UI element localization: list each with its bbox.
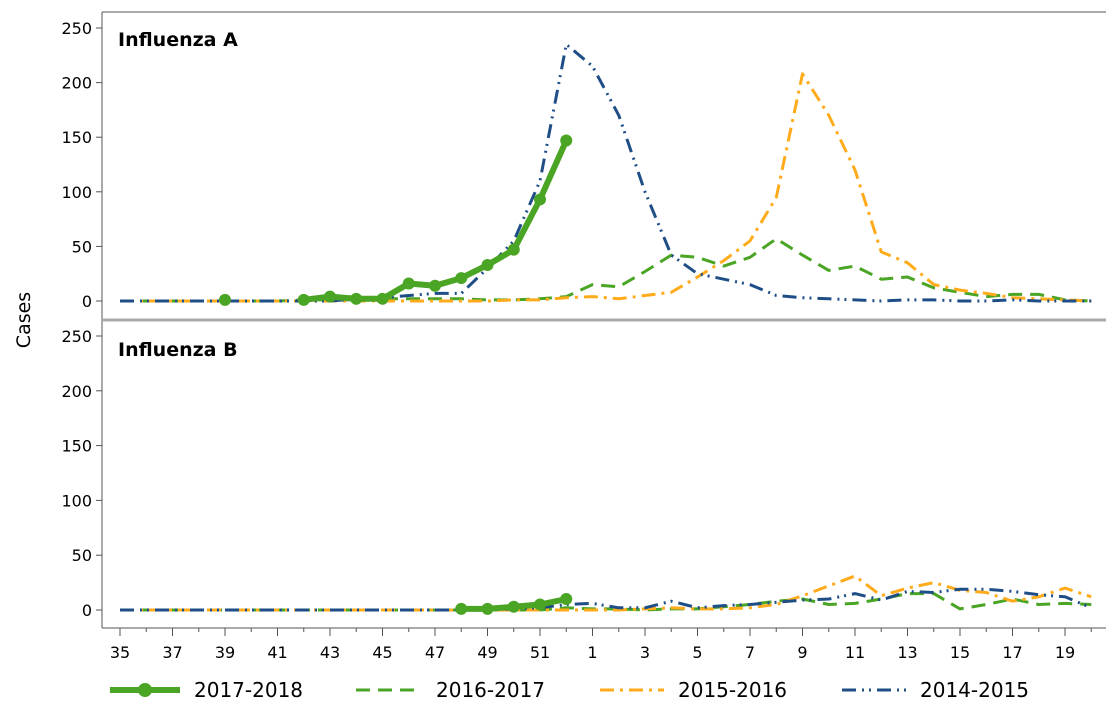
data-point-2017-2018 [455,272,468,285]
panel-title: Influenza B [118,339,238,361]
x-tick-label: 11 [845,643,865,662]
data-point-2017-2018 [297,293,310,306]
legend-label-2014-2015: 2014-2015 [920,678,1029,702]
y-tick-label: 50 [72,546,92,565]
data-point-2017-2018 [455,602,468,615]
legend-label-2017-2018: 2017-2018 [194,678,303,702]
series-line-2014-2015-panel-1 [120,42,1092,303]
data-point-2017-2018 [560,593,573,606]
x-tick-label: 19 [1055,643,1075,662]
data-point-2017-2018 [350,292,363,305]
x-tick-label: 35 [110,643,130,662]
x-tick-label: 9 [797,643,807,662]
series-line-2015-2016-panel-1 [120,72,1092,303]
panel-titles: Cases Influenza A Influenza B [13,29,238,361]
panel-title: Influenza A [118,29,238,51]
data-point-2017-2018 [376,292,389,305]
x-tick-label: 39 [215,643,235,662]
data-point-2017-2018 [402,277,415,290]
y-axis-title: Cases [13,292,35,348]
y-tick-label: 0 [82,292,92,311]
data-point-2017-2018 [481,602,494,615]
x-tick-label: 3 [640,643,650,662]
y-tick-label: 100 [61,183,92,202]
series-line-2017-2018-panel-1 [303,139,570,303]
y-tick-label: 0 [82,601,92,620]
legend-label-2016-2017: 2016-2017 [436,678,545,702]
y-tick-label: 200 [61,74,92,93]
chart-frame [96,11,1106,636]
y-tick-label: 150 [61,437,92,456]
legend: 2017-2018 2016-2017 2015-2016 2014-2015 [110,678,1029,702]
data-point-2017-2018 [481,258,494,271]
y-tick-label: 150 [61,128,92,147]
series-line-2015-2016-panel-2 [120,574,1092,612]
legend-marker-2017-2018 [138,683,152,697]
y-tick-label: 250 [61,327,92,346]
x-tick-label: 15 [950,643,970,662]
x-tick-label: 47 [425,643,445,662]
series-line-2016-2017-panel-1 [120,237,1092,303]
x-tick-label: 51 [530,643,550,662]
legend-label-2015-2016: 2015-2016 [678,678,787,702]
x-tick-label: 43 [320,643,340,662]
y-tick-label: 250 [61,19,92,38]
x-tick-label: 37 [162,643,182,662]
series-line-2016-2017-panel-2 [120,592,1092,612]
data-point-2017-2018 [534,598,546,611]
y-tick-label: 50 [72,237,92,256]
x-tick-label: 49 [477,643,497,662]
data-point-2017-2018 [507,600,520,613]
y-tick-label: 200 [61,382,92,401]
x-tick-label: 5 [692,643,702,662]
x-tick-label: 1 [587,643,597,662]
x-tick-label: 41 [267,643,287,662]
x-tick-label: 45 [372,643,392,662]
data-point-2017-2018 [324,290,336,303]
x-tick-label: 13 [897,643,917,662]
series-lines [120,42,1092,615]
y-tick-label: 100 [61,491,92,510]
x-tick-label: 7 [745,643,755,662]
data-point-2017-2018 [507,243,520,256]
data-point-2017-2018 [219,293,231,306]
data-point-2017-2018 [560,134,573,147]
data-point-2017-2018 [429,279,441,292]
series-line-2014-2015-panel-2 [120,587,1092,612]
x-tick-label: 17 [1002,643,1022,662]
data-point-2017-2018 [534,193,546,206]
